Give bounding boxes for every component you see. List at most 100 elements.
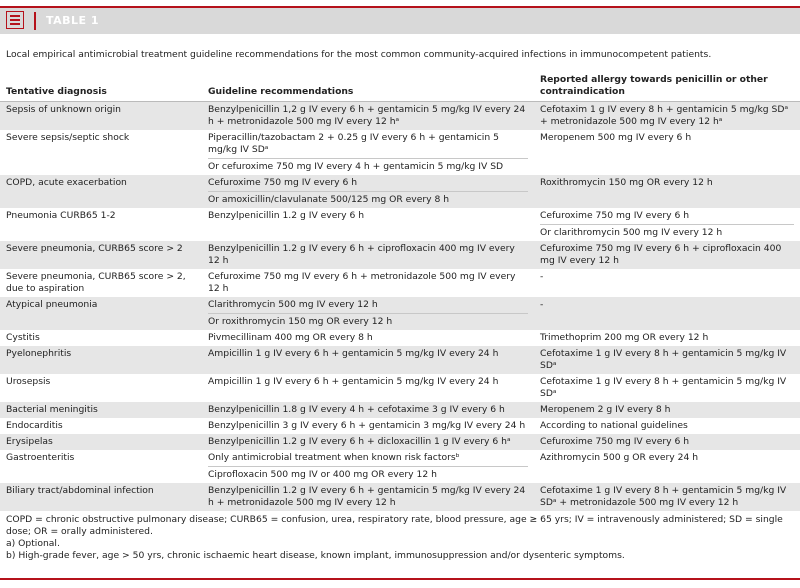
allergy-cell: Azithromycin 500 g OR every 24 h bbox=[534, 450, 800, 483]
allergy-entry: Cefotaxim 1 g IV every 8 h + gentamicin … bbox=[540, 104, 789, 127]
recommendations-entry: Ampicillin 1 g IV every 6 h + gentamicin… bbox=[208, 376, 499, 387]
recommendations-cell: Ampicillin 1 g IV every 6 h + gentamicin… bbox=[202, 374, 534, 402]
diagnosis-cell: Bacterial meningitis bbox=[0, 402, 202, 418]
bottom-rule bbox=[0, 578, 800, 580]
recommendations-entry: Or amoxicillin/clavulanate 500/125 mg OR… bbox=[208, 191, 528, 208]
diagnosis-cell: Sepsis of unknown origin bbox=[0, 101, 202, 130]
recommendations-cell: Cefuroxime 750 mg IV every 6 h + metroni… bbox=[202, 269, 534, 297]
allergy-entry: Cefotaxime 1 g IV every 8 h + gentamicin… bbox=[540, 376, 787, 399]
allergy-cell: Trimethoprim 200 mg OR every 12 h bbox=[534, 330, 800, 346]
diagnosis-cell: Severe sepsis/septic shock bbox=[0, 130, 202, 175]
diagnosis-cell: Urosepsis bbox=[0, 374, 202, 402]
table-row: Severe pneumonia, CURB65 score > 2 Benzyl… bbox=[0, 241, 800, 269]
allergy-cell: - bbox=[534, 297, 800, 330]
allergy-entry: Cefuroxime 750 mg IV every 6 h bbox=[540, 210, 690, 221]
diagnosis-cell: Erysipelas bbox=[0, 434, 202, 450]
table-body: Sepsis of unknown origin Benzylpenicillin… bbox=[0, 101, 800, 511]
footnote: b) High-grade fever, age > 50 yrs, chron… bbox=[6, 550, 625, 561]
diagnosis-cell: Cystitis bbox=[0, 330, 202, 346]
recommendations-cell: Benzylpenicillin 1.8 g IV every 4 h + ce… bbox=[202, 402, 534, 418]
diagnosis: Gastroenteritis bbox=[6, 452, 75, 463]
recommendations-entry: Ciprofloxacin 500 mg IV or 400 mg OR eve… bbox=[208, 466, 528, 483]
table: Tentative diagnosis Guideline recommendat… bbox=[0, 72, 800, 511]
footnote: a) Optional. bbox=[6, 538, 60, 549]
table-row: Gastroenteritis Only antimicrobial treatm… bbox=[0, 450, 800, 483]
diagnosis: Cystitis bbox=[6, 332, 40, 343]
allergy-cell: Cefuroxime 750 mg IV every 6 h Or clarith… bbox=[534, 208, 800, 241]
recommendations-entry: Or roxithromycin 150 mg OR every 12 h bbox=[208, 313, 528, 330]
recommendations-entry: Cefuroxime 750 mg IV every 6 h + metroni… bbox=[208, 271, 516, 294]
allergy-cell: Cefuroxime 750 mg IV every 6 h + ciprofl… bbox=[534, 241, 800, 269]
allergy-cell: Roxithromycin 150 mg OR every 12 h bbox=[534, 175, 800, 208]
allergy-cell: Cefotaxime 1 g IV every 8 h + gentamicin… bbox=[534, 346, 800, 374]
table-title: TABLE 1 bbox=[46, 14, 100, 27]
recommendations-cell: Piperacillin/tazobactam 2 + 0.25 g IV ev… bbox=[202, 130, 534, 175]
allergy-entry: Cefuroxime 750 mg IV every 6 h bbox=[540, 436, 690, 447]
allergy-cell: - bbox=[534, 269, 800, 297]
recommendations-cell: Pivmecillinam 400 mg OR every 8 h bbox=[202, 330, 534, 346]
table-row: Biliary tract/abdominal infection Benzylp… bbox=[0, 483, 800, 511]
diagnosis: Atypical pneumonia bbox=[6, 299, 98, 310]
column-header: Reported allergy towards penicillin or o… bbox=[534, 72, 800, 102]
allergy-cell: Cefotaxime 1 g IV every 8 h + gentamicin… bbox=[534, 374, 800, 402]
allergy-entry: Meropenem 500 mg IV every 6 h bbox=[540, 132, 692, 143]
allergy-cell: Cefuroxime 750 mg IV every 6 h bbox=[534, 434, 800, 450]
diagnosis: Sepsis of unknown origin bbox=[6, 104, 121, 115]
diagnosis-cell: Severe pneumonia, CURB65 score > 2, due … bbox=[0, 269, 202, 297]
diagnosis: Endocarditis bbox=[6, 420, 63, 431]
table-row: Pneumonia CURB65 1-2 Benzylpenicillin 1.2… bbox=[0, 208, 800, 241]
recommendations-cell: Benzylpenicillin 1.2 g IV every 6 h + ge… bbox=[202, 483, 534, 511]
table-row: Erysipelas Benzylpenicillin 1.2 g IV ever… bbox=[0, 434, 800, 450]
allergy-cell: Cefotaxime 1 g IV every 8 h + gentamicin… bbox=[534, 483, 800, 511]
diagnosis-cell: Gastroenteritis bbox=[0, 450, 202, 483]
allergy-entry: - bbox=[540, 271, 544, 282]
table-icon bbox=[6, 11, 24, 29]
recommendations-cell: Benzylpenicillin 1.2 g IV every 6 h + di… bbox=[202, 434, 534, 450]
table-row: COPD, acute exacerbation Cefuroxime 750 m… bbox=[0, 175, 800, 208]
recommendations-cell: Cefuroxime 750 mg IV every 6 h Or amoxici… bbox=[202, 175, 534, 208]
allergy-entry: Azithromycin 500 g OR every 24 h bbox=[540, 452, 699, 463]
diagnosis: Bacterial meningitis bbox=[6, 404, 98, 415]
allergy-entry: According to national guidelines bbox=[540, 420, 688, 431]
table-row: Endocarditis Benzylpenicillin 3 g IV ever… bbox=[0, 418, 800, 434]
recommendations-entry: Benzylpenicillin 1.8 g IV every 4 h + ce… bbox=[208, 404, 505, 415]
allergy-entry: Roxithromycin 150 mg OR every 12 h bbox=[540, 177, 713, 188]
allergy-entry: Trimethoprim 200 mg OR every 12 h bbox=[540, 332, 709, 343]
recommendations-cell: Benzylpenicillin 1.2 g IV every 6 h + ci… bbox=[202, 241, 534, 269]
caption: Local empirical antimicrobial treatment … bbox=[6, 49, 712, 60]
recommendations-entry: Only antimicrobial treatment when known … bbox=[208, 452, 460, 463]
footnotes: COPD = chronic obstructive pulmonary dis… bbox=[6, 514, 796, 562]
table-row: Severe sepsis/septic shock Piperacillin/t… bbox=[0, 130, 800, 175]
footnote: COPD = chronic obstructive pulmonary dis… bbox=[6, 514, 783, 537]
column-header: Tentative diagnosis bbox=[0, 72, 202, 102]
recommendations-entry: Piperacillin/tazobactam 2 + 0.25 g IV ev… bbox=[208, 132, 499, 155]
recommendations-cell: Only antimicrobial treatment when known … bbox=[202, 450, 534, 483]
recommendations-cell: Clarithromycin 500 mg IV every 12 h Or ro… bbox=[202, 297, 534, 330]
recommendations-cell: Benzylpenicillin 3 g IV every 6 h + gent… bbox=[202, 418, 534, 434]
recommendations-entry: Clarithromycin 500 mg IV every 12 h bbox=[208, 299, 378, 310]
table-row: Cystitis Pivmecillinam 400 mg OR every 8 … bbox=[0, 330, 800, 346]
allergy-entry: Cefuroxime 750 mg IV every 6 h + ciprofl… bbox=[540, 243, 782, 266]
diagnosis-cell: Biliary tract/abdominal infection bbox=[0, 483, 202, 511]
allergy-entry: Or clarithromycin 500 mg IV every 12 h bbox=[540, 224, 794, 241]
diagnosis: Pneumonia CURB65 1-2 bbox=[6, 210, 116, 221]
recommendations-entry: Benzylpenicillin 3 g IV every 6 h + gent… bbox=[208, 420, 526, 431]
diagnosis: Biliary tract/abdominal infection bbox=[6, 485, 154, 496]
diagnosis-cell: Atypical pneumonia bbox=[0, 297, 202, 330]
recommendations-entry: Benzylpenicillin 1.2 g IV every 6 h + ge… bbox=[208, 485, 526, 508]
table-row: Pyelonephritis Ampicillin 1 g IV every 6 … bbox=[0, 346, 800, 374]
recommendations-entry: Pivmecillinam 400 mg OR every 8 h bbox=[208, 332, 373, 343]
diagnosis-cell: COPD, acute exacerbation bbox=[0, 175, 202, 208]
table-row: Sepsis of unknown origin Benzylpenicillin… bbox=[0, 101, 800, 130]
diagnosis: Severe pneumonia, CURB65 score > 2 bbox=[6, 243, 183, 254]
allergy-cell: Meropenem 500 mg IV every 6 h bbox=[534, 130, 800, 175]
recommendations-entry: Benzylpenicillin 1,2 g IV every 6 h + ge… bbox=[208, 104, 526, 127]
recommendations-cell: Benzylpenicillin 1.2 g IV every 6 h bbox=[202, 208, 534, 241]
recommendations-cell: Ampicillin 1 g IV every 6 h + gentamicin… bbox=[202, 346, 534, 374]
separator bbox=[34, 12, 36, 30]
recommendations-entry: Or cefuroxime 750 mg IV every 4 h + gent… bbox=[208, 158, 528, 175]
table-row: Bacterial meningitis Benzylpenicillin 1.8… bbox=[0, 402, 800, 418]
diagnosis: COPD, acute exacerbation bbox=[6, 177, 127, 188]
diagnosis-cell: Severe pneumonia, CURB65 score > 2 bbox=[0, 241, 202, 269]
